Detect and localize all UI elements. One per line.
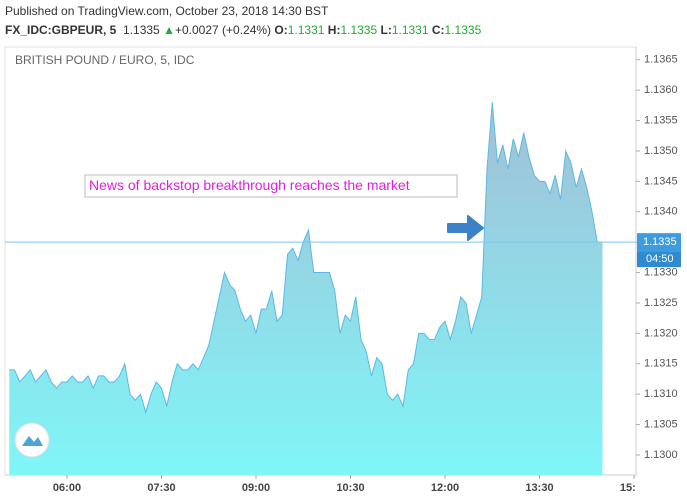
y-tick-label: 1.1305 xyxy=(644,418,678,430)
y-tick-label: 1.1350 xyxy=(644,145,678,157)
y-tick-label: 1.1360 xyxy=(644,84,678,96)
low: 1.1331 xyxy=(391,23,429,37)
x-tick-label: 09:00 xyxy=(242,482,270,494)
h-label: H: xyxy=(327,23,341,37)
header: Published on TradingView.com, October 23… xyxy=(5,2,481,40)
x-tick-group: 06:00 07:30 09:00 10:30 12:00 13:30 15:00 xyxy=(53,475,648,494)
close: 1.1335 xyxy=(444,23,482,37)
y-tick-label: 1.1310 xyxy=(644,388,678,400)
last-price-label: 1.1335 xyxy=(643,236,677,248)
x-tick-label: 10:30 xyxy=(336,482,364,494)
high: 1.1335 xyxy=(340,23,378,37)
y-tick-label: 1.1300 xyxy=(644,449,678,461)
y-tick-label: 1.1330 xyxy=(644,266,678,278)
annotation-box xyxy=(84,174,458,198)
l-label: L: xyxy=(380,23,392,37)
countdown: 04:50 xyxy=(646,253,674,265)
y-tick-label: 1.1320 xyxy=(644,327,678,339)
plot-area xyxy=(5,102,636,475)
y-tick-label: 1.1355 xyxy=(644,114,678,126)
countdown-box xyxy=(637,251,681,268)
y-tick-label: 1.1365 xyxy=(644,54,678,66)
x-tick-label: 06:00 xyxy=(53,482,81,494)
y-tick-label: 1.1340 xyxy=(644,206,678,218)
last-price-box xyxy=(637,233,681,252)
symbol: FX_IDC:GBPEUR, 5 xyxy=(5,23,117,37)
price: 1.1335 xyxy=(123,23,160,37)
annotation-arrow xyxy=(447,215,484,241)
y-tick-label: 1.1345 xyxy=(644,175,678,187)
x-tick-label: 12:00 xyxy=(431,482,459,494)
published: Published on TradingView.com, October 23… xyxy=(5,4,329,18)
annotation: News of backstop breakthrough reaches th… xyxy=(89,177,410,193)
x-tick-label: 13:30 xyxy=(525,482,553,494)
y-tick-label: 1.1325 xyxy=(644,297,678,309)
o-label: O: xyxy=(274,23,288,37)
c-label: C: xyxy=(431,23,445,37)
up-arrow: ▲ xyxy=(163,23,175,37)
line xyxy=(9,102,603,415)
quote-line: FX_IDC:GBPEUR, 5 1.1335 ▲+0.0027 (+0.24%… xyxy=(5,21,481,40)
open: 1.1331 xyxy=(287,23,325,37)
axes: 1.1300 1.1305 1.1310 1.1315 1.1320 1.1325 1.13… xyxy=(53,54,681,494)
y-tick-label: 1.1315 xyxy=(644,358,678,370)
chart-title: BRITISH POUND / EURO, 5, IDC xyxy=(15,53,195,67)
x-tick-label: 07:30 xyxy=(147,482,175,494)
change: +0.0027 (+0.24%) xyxy=(174,23,272,37)
area xyxy=(9,102,603,475)
x-tick-label: 15:00 xyxy=(620,482,648,494)
logo-mark xyxy=(22,436,43,446)
